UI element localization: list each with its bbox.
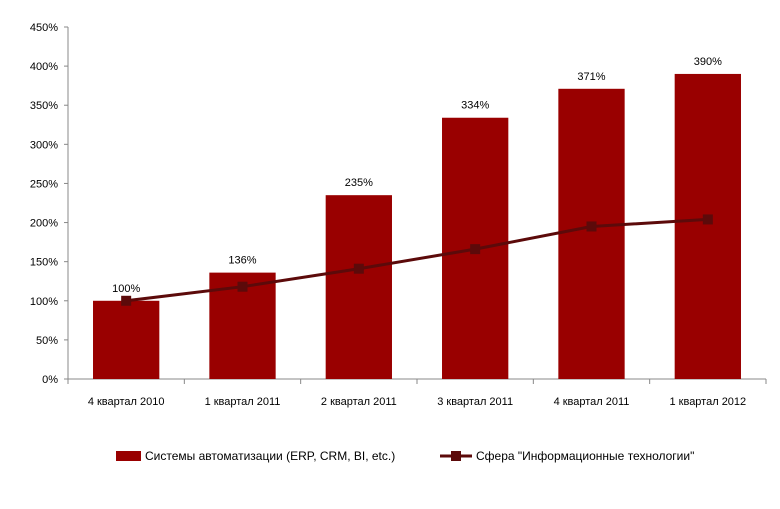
y-tick-label: 0%	[42, 374, 58, 386]
x-tick-label: 4 квартал 2010	[88, 396, 165, 408]
bar-data-label: 371%	[577, 71, 605, 83]
line-marker	[470, 244, 481, 255]
x-tick-label: 3 квартал 2011	[437, 396, 513, 408]
line-marker	[121, 295, 132, 306]
line-path	[125, 217, 708, 303]
x-tick-label: 1 квартал 2012	[669, 396, 746, 408]
y-tick-label: 450%	[30, 22, 58, 34]
x-tick-label: 2 квартал 2011	[321, 396, 397, 408]
axes: 0% 50% 100% 150% 200% 250% 300% 350% 400% 450% 4 к…	[30, 22, 767, 408]
legend-swatch-bar	[116, 451, 141, 461]
bar	[674, 73, 741, 379]
bar-data-label: 390%	[694, 56, 722, 68]
line-marker	[586, 221, 597, 232]
legend-swatch-marker	[451, 451, 461, 461]
bar-data-label: 334%	[461, 100, 489, 112]
y-tick-label: 400%	[30, 61, 58, 73]
legend-label-bar: Системы автоматизации (ERP, CRM, BI, etc…	[145, 449, 395, 463]
y-tick-label: 150%	[30, 257, 58, 269]
x-tick-label: 4 квартал 2011	[554, 396, 630, 408]
legend: Системы автоматизации (ERP, CRM, BI, etc…	[116, 449, 694, 463]
bars	[93, 73, 741, 379]
line-marker	[702, 214, 713, 225]
y-tick-label: 350%	[30, 100, 58, 112]
y-tick-label: 50%	[36, 335, 58, 347]
bar-data-label: 136%	[228, 255, 256, 267]
data-labels: 100% 136% 235% 334% 371% 390%	[112, 56, 722, 295]
bar	[325, 195, 392, 379]
bar-data-label: 235%	[345, 177, 373, 189]
bar	[558, 88, 625, 379]
bar	[93, 300, 160, 379]
x-tick-label: 1 квартал 2011	[205, 396, 281, 408]
line-marker	[237, 281, 248, 292]
y-tick-label: 250%	[30, 178, 58, 190]
bar-data-label: 100%	[112, 283, 140, 295]
line-marker	[353, 263, 364, 274]
line-series	[121, 214, 713, 306]
y-tick-label: 300%	[30, 139, 58, 151]
legend-label-line: Сфера "Информационные технологии"	[476, 449, 694, 463]
y-tick-label: 200%	[30, 218, 58, 230]
y-tick-label: 100%	[30, 296, 58, 308]
